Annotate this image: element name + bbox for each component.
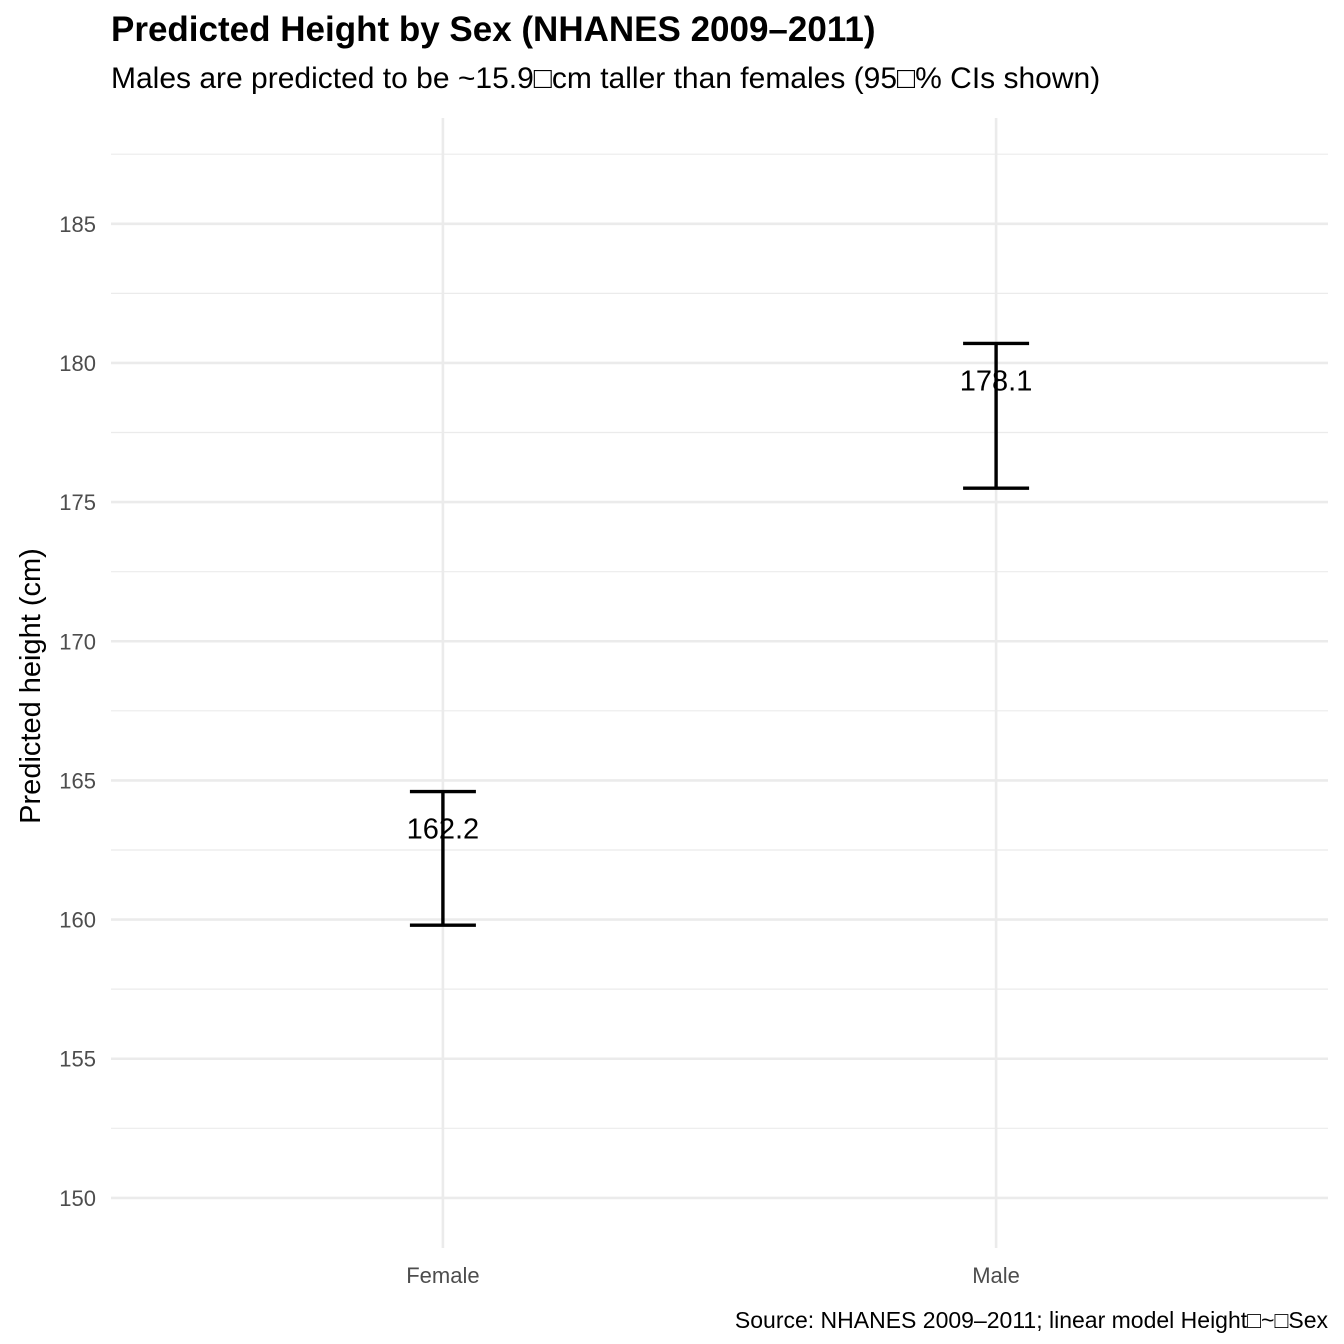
- estimate-label-male: 178.1: [960, 365, 1033, 397]
- y-tick-label: 155: [59, 1047, 96, 1072]
- y-tick-label: 150: [59, 1186, 96, 1211]
- errorbar-male: [963, 341, 1030, 490]
- y-tick-label: 160: [59, 908, 96, 933]
- chart-subtitle: Males are predicted to be ~15.9□cm talle…: [111, 62, 1101, 95]
- chart-caption: Source: NHANES 2009–2011; linear model H…: [734, 1307, 1328, 1333]
- y-tick-label: 185: [59, 212, 96, 237]
- errorbar-female: [409, 789, 476, 927]
- x-axis-tick-labels: Female Male: [406, 1263, 1020, 1288]
- y-tick-label: 175: [59, 490, 96, 515]
- x-tick-label: Female: [406, 1263, 479, 1288]
- chart-title: Predicted Height by Sex (NHANES 2009–201…: [111, 10, 876, 49]
- y-axis-title: Predicted height (cm): [15, 548, 47, 824]
- error-bars: [409, 341, 1030, 927]
- y-axis-tick-labels: 150 155 160 165 170 175 180 185: [59, 212, 96, 1211]
- y-tick-label: 165: [59, 768, 96, 793]
- y-tick-label: 180: [59, 351, 96, 376]
- estimate-label-female: 162.2: [407, 814, 480, 846]
- estimate-labels: 162.2 178.1: [407, 365, 1033, 845]
- y-tick-label: 170: [59, 629, 96, 654]
- x-tick-label: Male: [972, 1263, 1020, 1288]
- major-gridlines: [111, 118, 1328, 1248]
- minor-gridlines: [111, 153, 1328, 1129]
